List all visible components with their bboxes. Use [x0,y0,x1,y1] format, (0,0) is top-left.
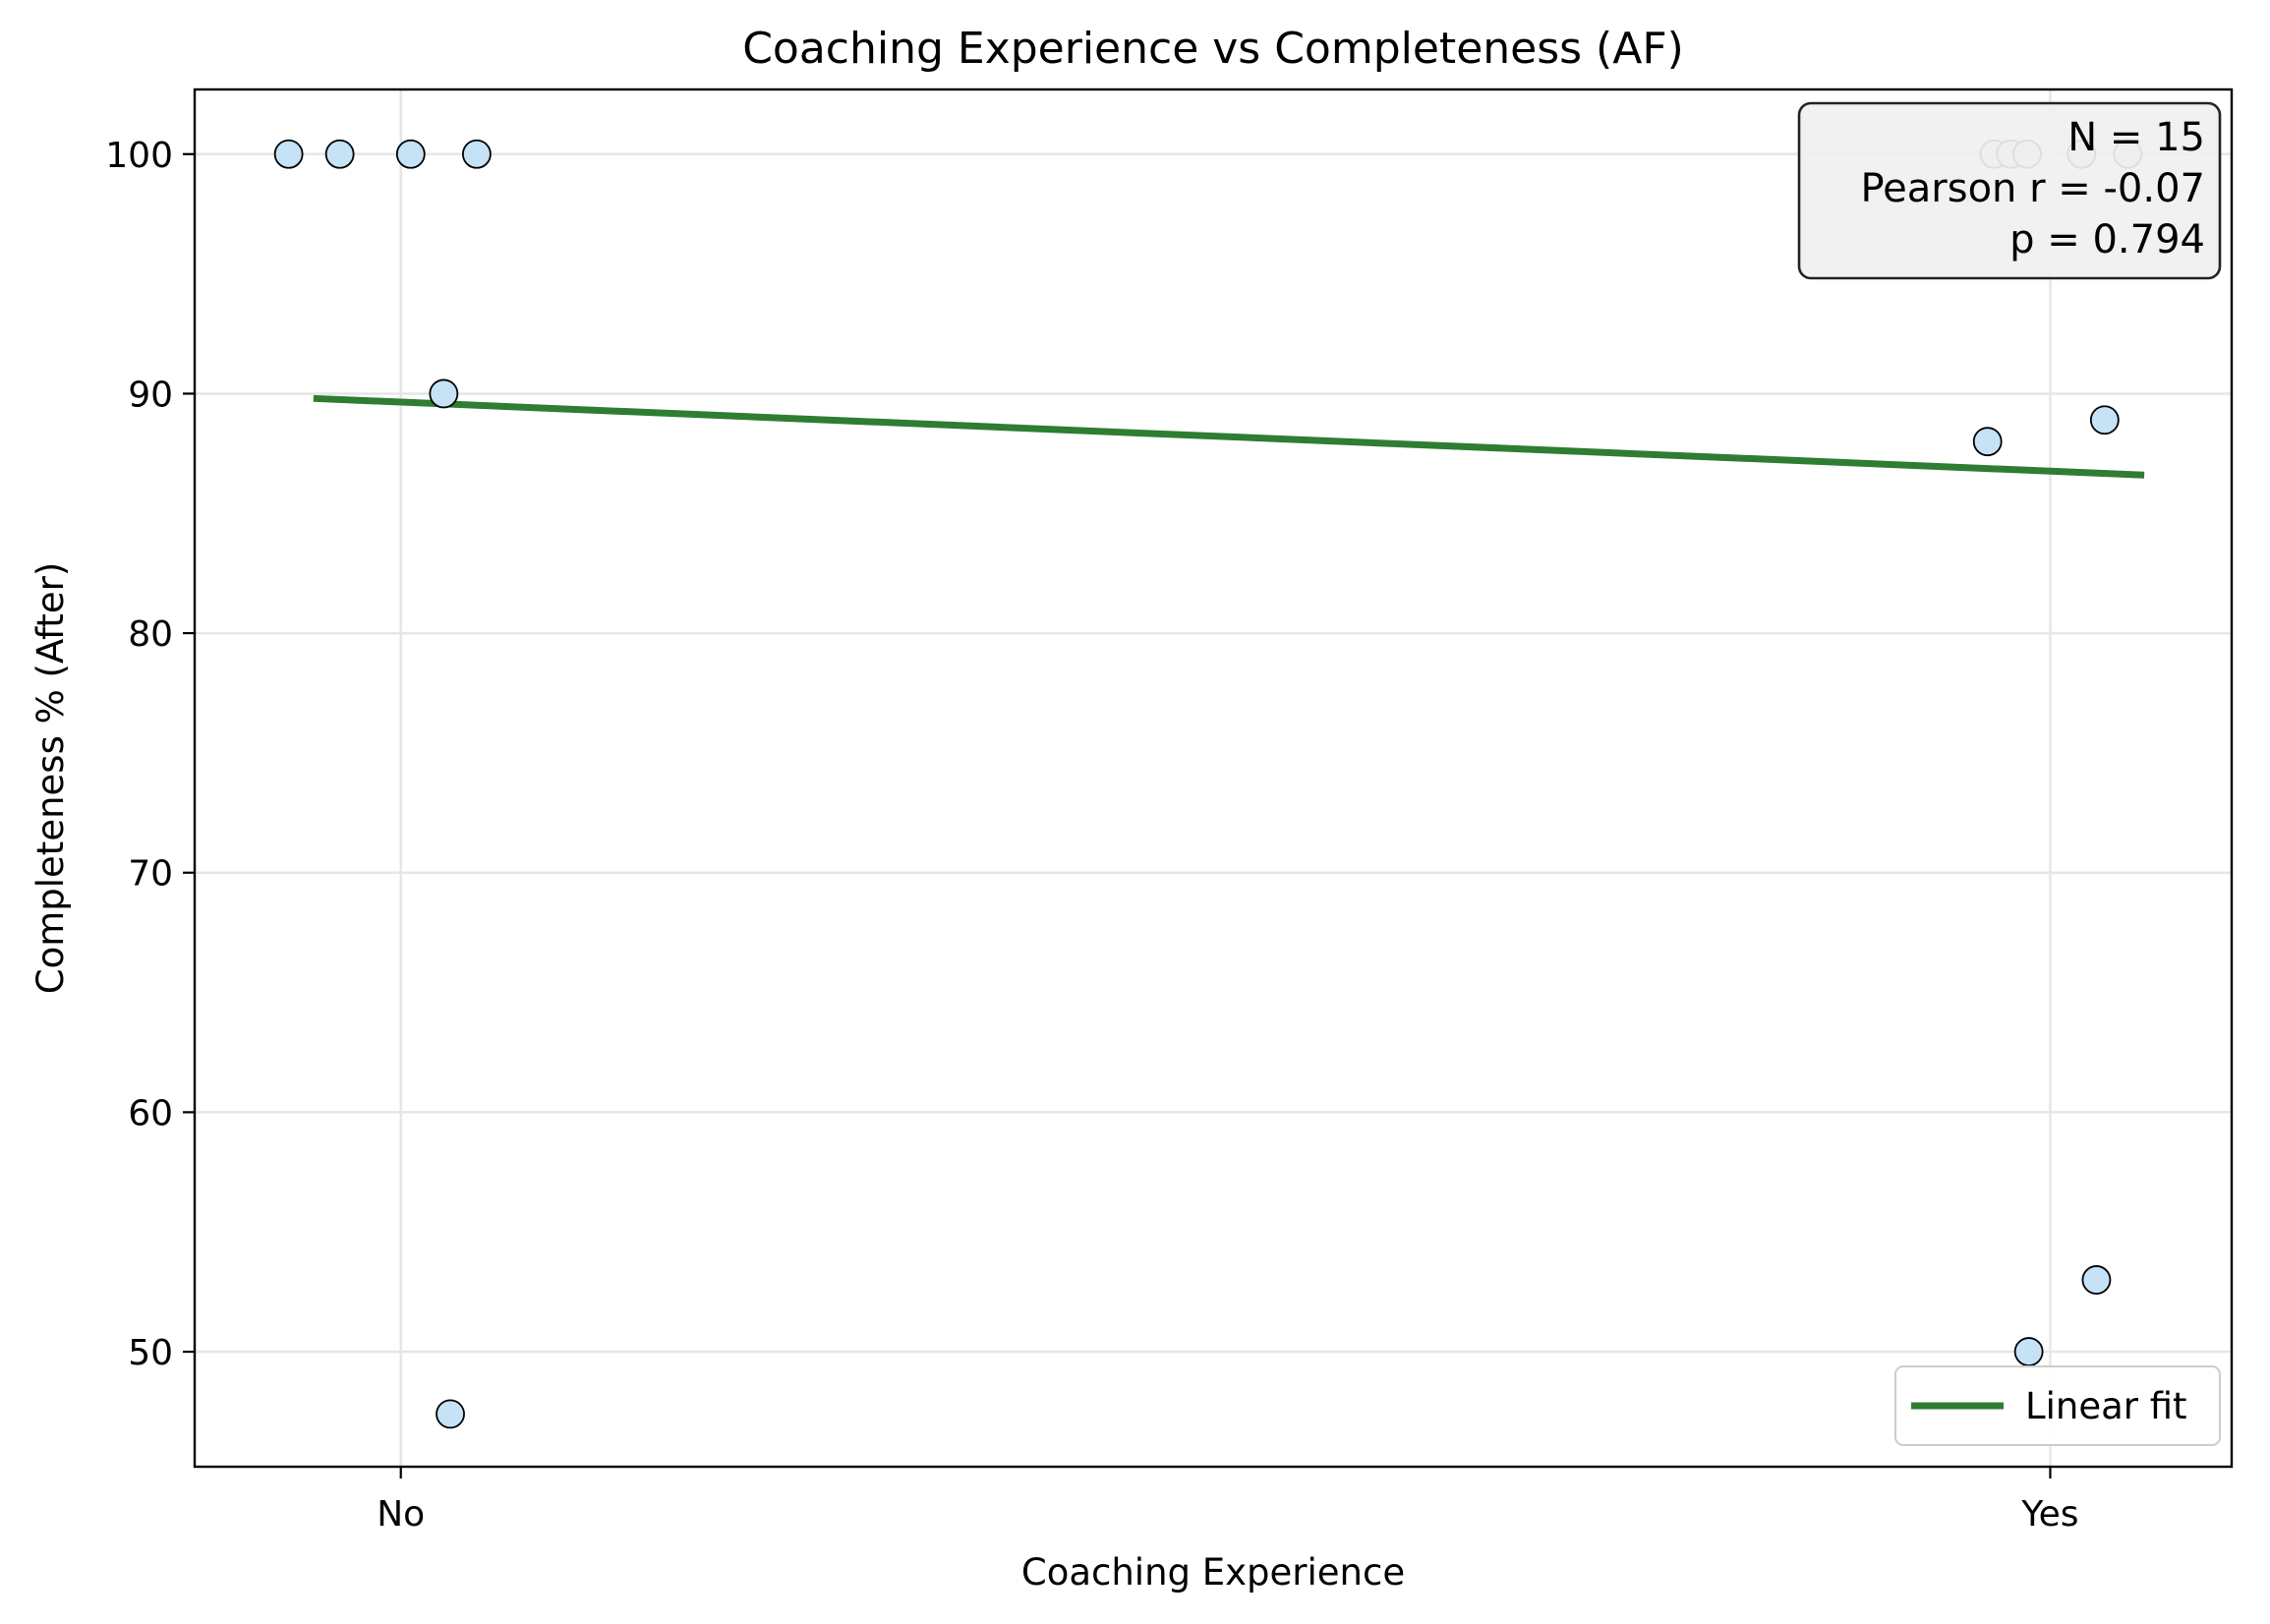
data-point [461,139,492,169]
x-axis-label: Coaching Experience [1021,1551,1405,1594]
legend: Linear fit [1894,1365,2221,1446]
data-point [2081,1265,2112,1295]
axis-ticks: 50 60 70 80 90 100 No Yes [105,136,2078,1535]
legend-frame [1894,1365,2221,1446]
stats-box-frame [1797,101,2222,280]
y-tick-label: 100 [105,136,173,176]
data-point [324,139,355,169]
data-point [2013,1337,2044,1366]
x-tick-label: Yes [2020,1494,2078,1535]
plot-frame [193,87,2234,1469]
y-tick-label: 50 [128,1333,173,1373]
data-point [2089,405,2120,435]
grid [195,89,2232,1467]
stats-line: N = 15 [2067,115,2205,160]
points-layer [273,139,2143,1429]
data-point [273,139,304,169]
y-tick-label: 60 [128,1093,173,1133]
chart-title: Coaching Experience vs Completeness (AF) [742,24,1684,74]
data-point [436,1399,465,1429]
legend-label: Linear fit [2025,1385,2187,1427]
linear-fit-line [313,394,2145,479]
y-axis-label: Completeness % (After) [29,562,72,994]
y-tick-label: 90 [128,375,173,415]
stats-line: p = 0.794 [2009,217,2205,262]
stats-line: Pearson r = -0.07 [1860,166,2205,211]
data-point [395,139,426,169]
data-point [429,378,459,409]
data-point [1972,427,2003,457]
x-tick-label: No [377,1494,425,1535]
y-tick-label: 80 [128,614,173,655]
fit-layer [313,394,2145,479]
y-tick-label: 70 [128,854,173,895]
stats-box: N = 15 Pearson r = -0.07 p = 0.794 [1797,101,2222,280]
